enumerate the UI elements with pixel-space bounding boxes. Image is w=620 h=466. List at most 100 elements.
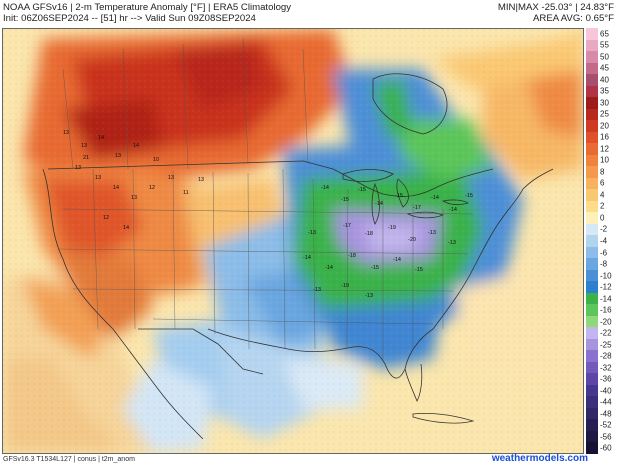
colorbar-label: 30 xyxy=(600,98,609,108)
colorbar-label: 55 xyxy=(600,40,609,50)
colorbar-label: -28 xyxy=(600,351,612,361)
colorbar-swatch xyxy=(586,292,598,305)
colorbar-swatch xyxy=(586,74,598,86)
colorbar-swatch xyxy=(586,108,598,121)
lake-huron xyxy=(396,178,409,208)
colorbar-swatch xyxy=(586,373,598,385)
colorbar-swatch xyxy=(586,85,598,98)
colorbar-label: -2 xyxy=(600,224,608,234)
colorbar-label: -32 xyxy=(600,363,612,373)
value-label: -17 xyxy=(343,223,351,229)
colorbar-label: -22 xyxy=(600,328,612,338)
value-label: -15 xyxy=(395,193,403,199)
value-label: -14 xyxy=(393,257,401,263)
value-label: -13 xyxy=(448,240,456,246)
colorbar-swatch xyxy=(586,361,598,374)
header-bar: NOAA GFSv16 | 2-m Temperature Anomaly [°… xyxy=(0,0,620,28)
colorbar-swatch xyxy=(586,212,598,224)
lake-ontario xyxy=(441,199,469,206)
pacific-coastline xyxy=(42,168,204,440)
colorbar-row: -36 xyxy=(586,373,620,385)
anomaly-map: 13 13 14 13 14 10 13 13 21 14 13 12 13 1… xyxy=(2,28,584,454)
value-label: -13 xyxy=(308,230,316,236)
colorbar-swatch xyxy=(586,154,598,167)
colorbar-row: -8 xyxy=(586,258,620,270)
colorbar-row: -22 xyxy=(586,327,620,339)
colorbar-label: -36 xyxy=(600,374,612,384)
value-label: -17 xyxy=(413,205,421,211)
colorbar-label: 0 xyxy=(600,213,605,223)
colorbar-swatch xyxy=(586,97,598,109)
colorbar-row: -60 xyxy=(586,442,620,454)
colorbar-row: -40 xyxy=(586,384,620,397)
colorbar-row: 55 xyxy=(586,39,620,51)
cuba xyxy=(412,413,475,424)
value-label: -15 xyxy=(465,193,473,199)
colorbar-swatch xyxy=(586,419,598,431)
colorbar-label: -48 xyxy=(600,409,612,419)
colorbar-row: 4 xyxy=(586,189,620,201)
colorbar-label: -25 xyxy=(600,340,612,350)
colorbar-row: 8 xyxy=(586,166,620,178)
colorbar-swatch xyxy=(586,304,598,316)
colorbar-label: 4 xyxy=(600,190,605,200)
colorbar-swatch xyxy=(586,223,598,236)
value-label: -20 xyxy=(408,237,416,243)
value-label: -14 xyxy=(431,195,439,201)
colorbar-label: 10 xyxy=(600,155,609,165)
colorbar-swatch xyxy=(586,430,598,443)
colorbar-swatch xyxy=(586,131,598,144)
colorbar-swatch xyxy=(586,338,598,351)
colorbar-label: 65 xyxy=(600,29,609,39)
value-label: -13 xyxy=(313,287,321,293)
colorbar-row: -44 xyxy=(586,396,620,408)
colorbar-label: -56 xyxy=(600,432,612,442)
colorbar-label: -6 xyxy=(600,248,608,257)
value-label: -13 xyxy=(365,293,373,299)
colorbar-swatch xyxy=(586,315,598,328)
value-label: -19 xyxy=(388,225,396,231)
boundaries xyxy=(42,73,554,440)
colorbar-label: -10 xyxy=(600,271,612,281)
colorbar-swatch xyxy=(586,177,598,190)
value-label: -18 xyxy=(365,231,373,237)
great-lakes-border xyxy=(332,168,494,197)
colorbar-swatch xyxy=(586,166,598,178)
colorbar-label: -60 xyxy=(600,443,612,453)
colorbar-row: -48 xyxy=(586,407,620,420)
value-label: -14 xyxy=(375,201,383,207)
colorbar-row: -56 xyxy=(586,430,620,443)
value-label: 14 xyxy=(123,225,129,231)
colorbar-row: -10 xyxy=(586,269,620,282)
colorbar-label: -16 xyxy=(600,305,612,315)
colorbar-label: -52 xyxy=(600,420,612,430)
value-label: -18 xyxy=(348,253,356,259)
colorbar-swatch xyxy=(586,28,598,40)
init-valid-time: Init: 06Z06SEP2024 -- [51] hr --> Valid … xyxy=(3,13,256,24)
area-average-readout: AREA AVG: 0.65°F xyxy=(533,13,614,24)
colorbar-row: 50 xyxy=(586,51,620,63)
value-label: 13 xyxy=(95,175,101,181)
colorbar: 65 55 50 45 40 35 30 25 20 16 12 10 8 6 4 2 0 -2 -4 -6 -8 -10… xyxy=(586,28,620,454)
colorbar-row: -28 xyxy=(586,350,620,362)
value-label: 13 xyxy=(75,165,81,171)
min-max-readout: MIN|MAX -25.03° | 24.83°F xyxy=(497,2,614,13)
colorbar-row: 45 xyxy=(586,62,620,75)
value-label: 12 xyxy=(103,215,109,221)
colorbar-row: -12 xyxy=(586,281,620,293)
anomaly-labels-east: -14 -15 -15 -14 -15 -17 -14 -14 -15 -17 … xyxy=(303,185,473,299)
colorbar-row: 40 xyxy=(586,74,620,86)
florida-coast xyxy=(404,363,423,402)
colorbar-row: -2 xyxy=(586,223,620,236)
colorbar-swatch xyxy=(586,396,598,408)
anomaly-labels-west: 13 13 14 13 14 10 13 13 21 14 13 12 13 1… xyxy=(63,130,204,231)
colorbar-label: -12 xyxy=(600,282,612,292)
value-label: -14 xyxy=(449,207,457,213)
colorbar-row: 16 xyxy=(586,131,620,144)
colorbar-row: 12 xyxy=(586,143,620,155)
colorbar-row: -25 xyxy=(586,338,620,351)
colorbar-row: 35 xyxy=(586,85,620,98)
colorbar-label: -20 xyxy=(600,317,612,327)
value-label: 13 xyxy=(81,143,87,149)
colorbar-label: 20 xyxy=(600,121,609,131)
